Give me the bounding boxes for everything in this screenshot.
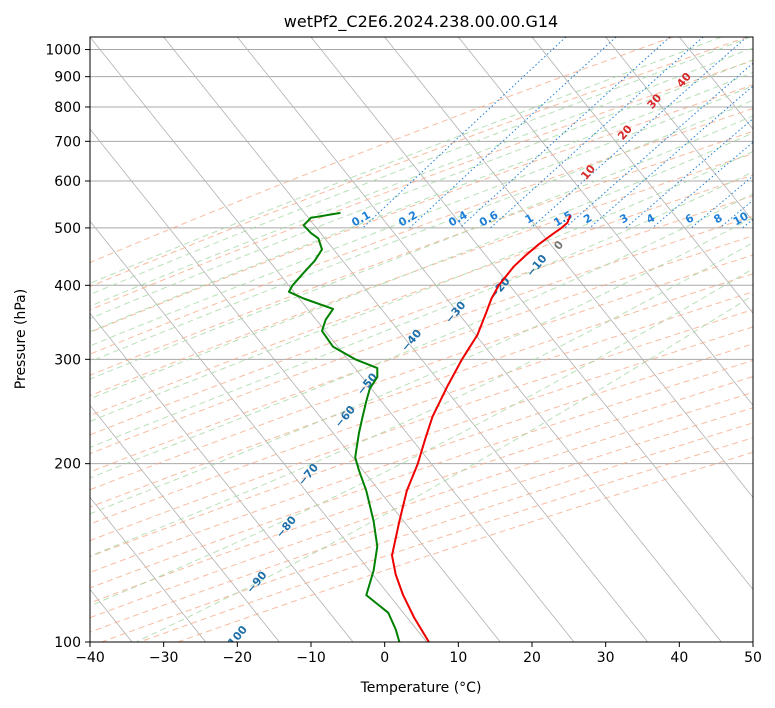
dry-adiabat-line — [90, 254, 753, 491]
dry-adiabat-line — [90, 130, 753, 376]
x-tick-label: 40 — [670, 650, 688, 666]
isotherm-line — [752, 37, 753, 38]
y-tick-label: 300 — [54, 352, 81, 368]
x-tick-label: 50 — [744, 650, 762, 666]
dry-adiabat-line — [90, 37, 673, 264]
dry-adiabat-line — [90, 291, 753, 525]
moist-adiabat-line — [90, 241, 753, 557]
temperature-line — [391, 214, 572, 642]
moist-adiabat-line — [90, 171, 753, 449]
moist-adiabat-line — [90, 71, 753, 333]
dry-adiabat-line — [90, 37, 748, 288]
dry-adiabat-line — [90, 391, 753, 619]
x-tick-label: 30 — [597, 650, 615, 666]
moist-adiabat-line — [90, 99, 753, 363]
dry-adiabat-line — [90, 59, 753, 311]
dry-adiabat-line — [90, 376, 753, 604]
axes: −40 −30 −20 −10 0 10 20 30 40 50 100 200 300 400 500 60… — [45, 43, 762, 666]
dry-adiabat-line — [90, 174, 753, 417]
isotherm-line — [90, 128, 501, 642]
y-tick-label: 800 — [54, 100, 81, 116]
isotherm-line — [458, 37, 753, 406]
mixing-ratio-line — [459, 37, 671, 229]
y-tick-label: 600 — [54, 174, 81, 190]
y-tick-label: 1000 — [45, 43, 81, 59]
x-tick-label: 10 — [449, 650, 467, 666]
y-tick-label: 700 — [54, 134, 81, 150]
plot-background — [90, 37, 753, 642]
dry-adiabat-line — [90, 235, 753, 473]
isotherm-line — [90, 312, 354, 642]
isotherm-line — [0, 37, 58, 642]
x-axis-title: Temperature (°C) — [360, 680, 482, 696]
y-tick-label: 400 — [54, 278, 81, 294]
mixing-ratio-line — [490, 37, 704, 229]
x-tick-label: −20 — [223, 650, 253, 666]
x-tick-label: 20 — [523, 650, 541, 666]
sounding-series — [287, 211, 572, 642]
isotherm-line — [237, 37, 722, 642]
background-lines — [0, 37, 775, 642]
moist-adiabat-line — [90, 47, 753, 307]
isotherm-line — [531, 37, 753, 314]
x-tick-label: 0 — [380, 650, 389, 666]
isotherm-line — [163, 37, 648, 642]
y-tick-label: 200 — [54, 457, 81, 473]
isotherm-line — [90, 37, 575, 642]
y-tick-label: 500 — [54, 221, 81, 237]
x-tick-label: −10 — [296, 650, 326, 666]
mixing-ratio-line — [770, 37, 775, 228]
y-axis-title: Pressure (hPa) — [13, 289, 29, 389]
moist-adiabat-line — [90, 59, 753, 320]
y-tick-label: 900 — [54, 70, 81, 86]
isotherm-line — [605, 37, 753, 222]
mixing-ratio-line — [652, 141, 753, 229]
moist-adiabat-line — [90, 37, 751, 296]
moist-adiabat-line — [90, 193, 753, 479]
moist-adiabat-line — [90, 132, 753, 400]
isotherm-line — [90, 496, 206, 642]
dewpoint-line — [287, 211, 401, 642]
moist-adiabat-line — [90, 37, 722, 284]
dry-adiabat-line — [90, 107, 753, 355]
moist-adiabat-line — [135, 294, 753, 642]
x-tick-label: −40 — [75, 650, 105, 666]
mixing-ratio-line — [564, 62, 753, 229]
moist-adiabat-line — [90, 150, 753, 422]
dry-adiabat-line — [90, 84, 753, 333]
y-tick-label: 100 — [54, 635, 81, 651]
mixing-ratio-label: 13 — [758, 209, 775, 228]
moist-adiabat-line — [90, 115, 753, 380]
isotherm-line — [90, 404, 280, 642]
isotherm-line — [384, 37, 753, 499]
dry-adiabat-line — [90, 195, 753, 436]
chart-title: wetPf2_C2E6.2024.238.00.00.G14 — [284, 12, 558, 32]
plot-frame — [89, 36, 754, 643]
x-tick-label: −30 — [149, 650, 179, 666]
dry-adiabat-line — [90, 309, 753, 542]
